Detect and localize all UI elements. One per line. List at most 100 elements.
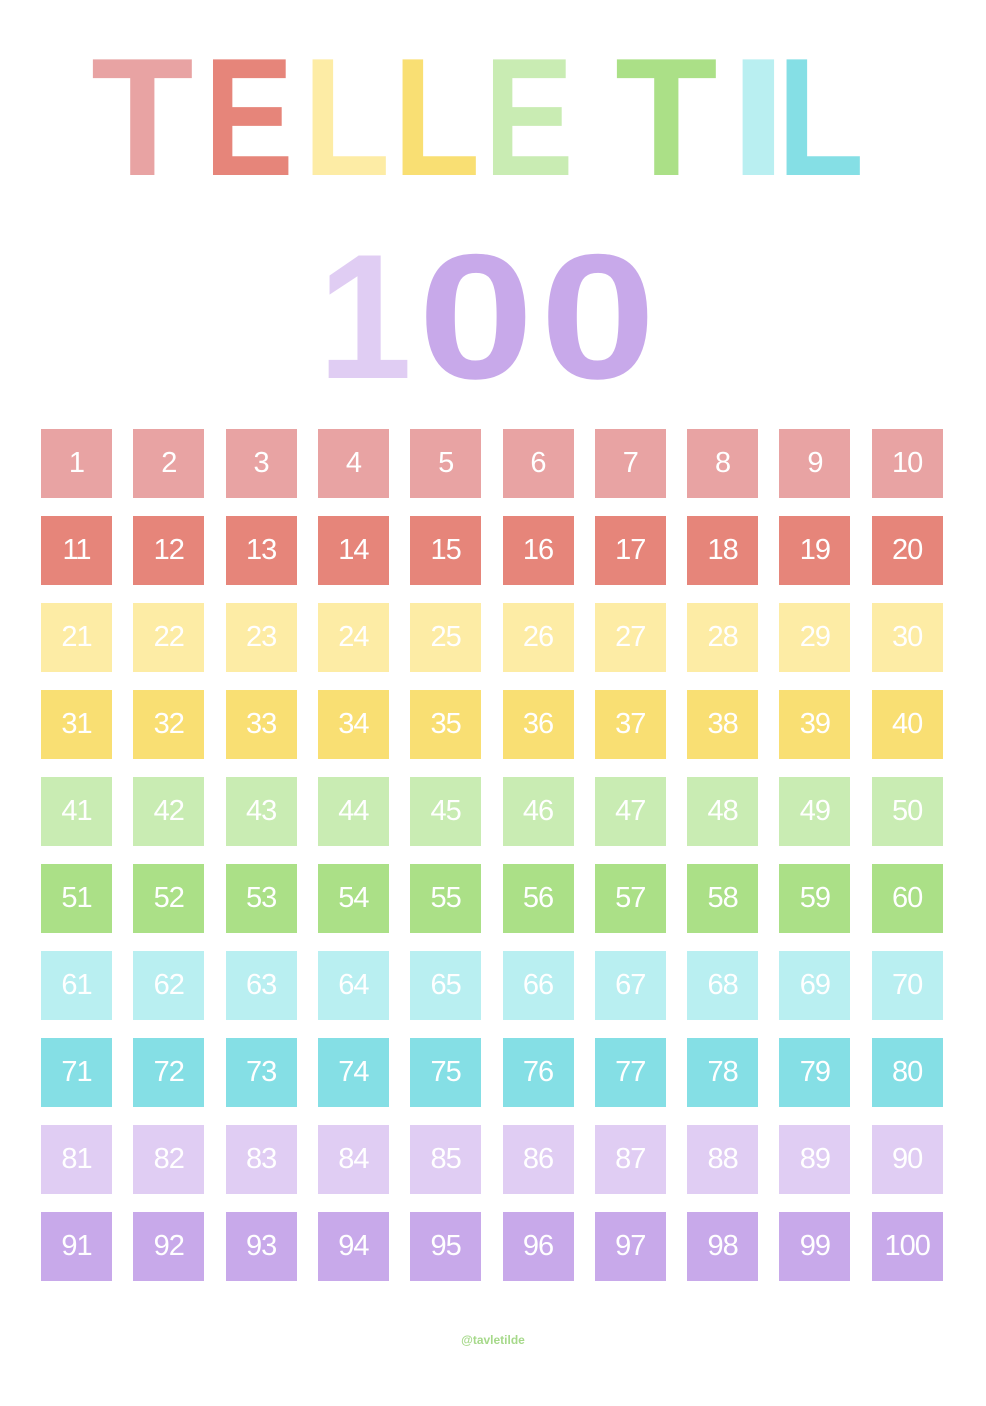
number-cell: 21	[41, 603, 112, 672]
number-cell: 3	[225, 429, 297, 498]
number-cell: 81	[41, 1125, 112, 1194]
title-letter: L	[393, 23, 481, 211]
number-cell: 72	[133, 1038, 205, 1107]
number-cell: 11	[41, 516, 112, 585]
number-cell: 22	[133, 603, 205, 672]
number-cell: 95	[410, 1212, 482, 1281]
number-cell: 51	[41, 864, 112, 933]
number-cell: 35	[410, 690, 482, 759]
number-cell: 85	[410, 1125, 482, 1194]
number-cell: 87	[594, 1125, 666, 1194]
number-cell: 56	[502, 864, 574, 933]
title-letter: I	[728, 23, 789, 211]
title-digit: 1	[318, 217, 413, 416]
number-cell: 70	[871, 951, 943, 1020]
number-cell: 46	[502, 777, 574, 846]
number-cell: 58	[687, 864, 759, 933]
number-cell: 48	[687, 777, 759, 846]
title-letter: L	[303, 23, 391, 211]
number-cell: 63	[225, 951, 297, 1020]
number-cell: 80	[871, 1038, 943, 1107]
title-letter: E	[204, 23, 294, 211]
number-cell: 78	[687, 1038, 759, 1107]
number-cell: 50	[871, 777, 943, 846]
number-cell: 26	[502, 603, 574, 672]
number-cell: 7	[594, 429, 666, 498]
number-cell: 47	[594, 777, 666, 846]
number-cell: 93	[225, 1212, 297, 1281]
number-cell: 82	[133, 1125, 205, 1194]
number-cell: 54	[317, 864, 389, 933]
number-cell: 37	[594, 690, 666, 759]
number-cell: 23	[225, 603, 297, 672]
number-cell: 8	[687, 429, 759, 498]
number-cell: 24	[317, 603, 389, 672]
number-cell: 97	[594, 1212, 666, 1281]
number-cell: 18	[687, 516, 759, 585]
number-cell: 55	[410, 864, 482, 933]
number-cell: 14	[317, 516, 389, 585]
number-cell: 20	[871, 516, 943, 585]
number-cell: 75	[410, 1038, 482, 1107]
number-cell: 49	[779, 777, 851, 846]
title-letter: T	[615, 23, 718, 211]
number-cell: 30	[871, 603, 943, 672]
number-grid: 1 2 3 4 5 6 7 8 9 10 11 12 13 14 15 16 17 18 19 20 21 22 23 24 2…	[41, 429, 945, 1281]
number-cell: 79	[779, 1038, 851, 1107]
number-cell: 13	[225, 516, 297, 585]
number-cell: 67	[594, 951, 666, 1020]
number-cell: 10	[871, 429, 943, 498]
number-cell: 36	[502, 690, 574, 759]
number-cell: 17	[594, 516, 666, 585]
number-cell: 90	[871, 1125, 943, 1194]
title-letter: E	[484, 23, 574, 211]
number-cell: 76	[502, 1038, 574, 1107]
title-digit: 0	[418, 217, 534, 416]
number-cell: 42	[133, 777, 205, 846]
number-cell: 62	[133, 951, 205, 1020]
title-digit: 0	[540, 217, 656, 416]
number-cell: 88	[687, 1125, 759, 1194]
number-cell: 57	[594, 864, 666, 933]
number-cell: 77	[594, 1038, 666, 1107]
number-cell: 44	[317, 777, 389, 846]
number-cell: 99	[779, 1212, 851, 1281]
number-cell: 89	[779, 1125, 851, 1194]
number-cell: 66	[502, 951, 574, 1020]
number-cell: 34	[317, 690, 389, 759]
number-cell: 84	[317, 1125, 389, 1194]
number-cell: 4	[317, 429, 389, 498]
number-cell: 91	[41, 1212, 112, 1281]
number-cell: 86	[502, 1125, 574, 1194]
number-cell: 71	[41, 1038, 112, 1107]
number-cell: 28	[687, 603, 759, 672]
number-cell: 16	[502, 516, 574, 585]
number-cell: 96	[502, 1212, 574, 1281]
number-cell: 6	[502, 429, 574, 498]
number-cell: 74	[317, 1038, 389, 1107]
number-cell: 41	[41, 777, 112, 846]
number-cell: 5	[410, 429, 482, 498]
number-cell: 60	[871, 864, 943, 933]
number-cell: 9	[779, 429, 851, 498]
number-cell: 73	[225, 1038, 297, 1107]
number-cell: 98	[687, 1212, 759, 1281]
number-cell: 15	[410, 516, 482, 585]
number-cell: 25	[410, 603, 482, 672]
number-cell: 65	[410, 951, 482, 1020]
number-cell: 2	[133, 429, 205, 498]
number-cell: 19	[779, 516, 851, 585]
title-letter: L	[777, 23, 865, 211]
number-cell: 33	[225, 690, 297, 759]
number-cell: 69	[779, 951, 851, 1020]
number-cell: 61	[41, 951, 112, 1020]
number-cell: 12	[133, 516, 205, 585]
number-cell: 59	[779, 864, 851, 933]
number-cell: 52	[133, 864, 205, 933]
number-cell: 92	[133, 1212, 205, 1281]
number-cell: 29	[779, 603, 851, 672]
number-cell: 100	[871, 1212, 943, 1281]
number-cell: 31	[41, 690, 112, 759]
number-cell: 64	[317, 951, 389, 1020]
number-cell: 39	[779, 690, 851, 759]
